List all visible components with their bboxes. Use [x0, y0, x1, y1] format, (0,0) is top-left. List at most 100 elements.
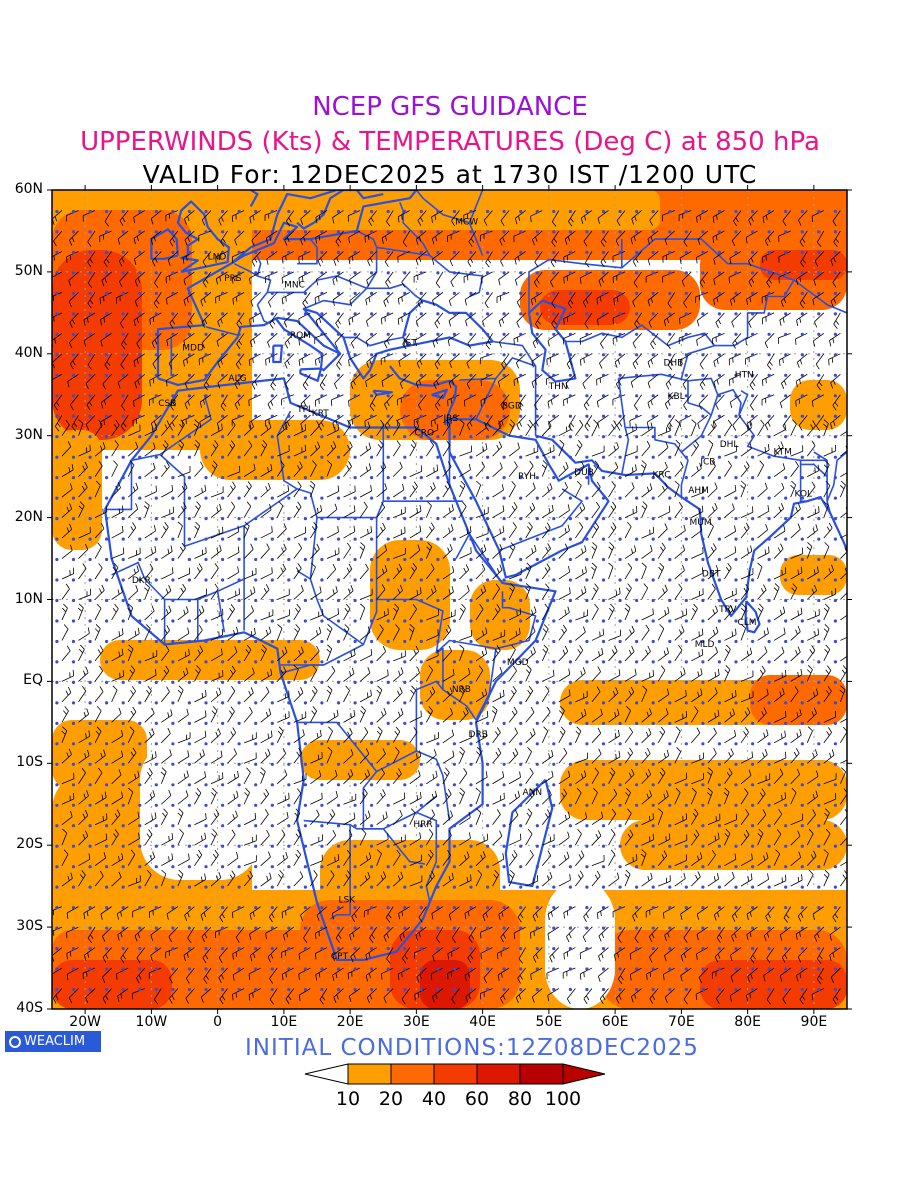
wind-barb-flag: [122, 505, 124, 512]
wind-barb-flag: [509, 423, 514, 428]
wind-barb-flag: [184, 403, 188, 410]
wind-barb: [184, 210, 195, 220]
wind-barb: [431, 414, 444, 422]
wind-barb: [541, 425, 552, 436]
wind-barb: [629, 414, 642, 421]
wind-barb: [348, 230, 361, 238]
wind-barb-flag: [149, 318, 151, 325]
wind-barb-flag: [733, 297, 736, 303]
wind-barb-flag: [415, 645, 420, 652]
wind-barb-flag: [811, 440, 816, 447]
wind-barb-flag: [465, 320, 468, 327]
wind-barb: [823, 527, 833, 539]
wind-barb-flag: [698, 651, 700, 657]
wind-barb: [814, 251, 825, 262]
wind-barb: [807, 634, 819, 641]
wind-barb: [210, 429, 223, 437]
wind-barb: [647, 251, 659, 260]
wind-barb-flag: [647, 300, 651, 307]
wind-barb-flag: [649, 972, 651, 978]
wind-barb-flag: [459, 419, 465, 424]
wind-barb-flag: [526, 562, 532, 568]
wind-barb-flag: [69, 342, 73, 349]
wind-barb: [381, 230, 394, 239]
country-border: [738, 390, 749, 416]
wind-barb-flag: [267, 467, 269, 473]
wind-barb-flag: [659, 624, 665, 629]
wind-barb: [111, 487, 121, 498]
temperature-marker: [71, 230, 76, 234]
wind-barb: [260, 427, 272, 437]
wind-barb: [366, 271, 377, 281]
wind-barb: [674, 423, 681, 436]
wind-barb-flag: [542, 648, 547, 653]
wind-barb-flag: [487, 422, 491, 428]
wind-barb-flag: [83, 319, 86, 326]
wind-barb-flag: [487, 340, 492, 346]
wind-barb-flag: [84, 461, 88, 468]
wind-barb: [217, 414, 228, 424]
wind-barb-flag: [547, 543, 551, 549]
wind-barb: [757, 465, 765, 477]
wind-barb: [177, 573, 190, 580]
wind-barb: [816, 374, 825, 386]
wind-barb: [648, 312, 659, 323]
wind-barb-flag: [68, 467, 71, 473]
wind-barb-flag: [817, 566, 819, 573]
wind-barb-flag: [848, 754, 849, 759]
wind-barb-flag: [480, 953, 482, 960]
wind-barb: [210, 614, 224, 621]
wind-barb-flag: [513, 379, 515, 386]
wind-barb: [612, 332, 626, 339]
wind-barb-flag: [151, 342, 155, 349]
wind-barb: [120, 353, 129, 365]
wind-barb-flag: [320, 422, 324, 427]
wind-barb: [392, 608, 400, 621]
wind-barb-flag: [780, 441, 784, 448]
wind-barb-flag: [480, 547, 484, 553]
wind-barb-flag: [385, 282, 390, 288]
wind-barb-flag: [647, 259, 651, 266]
wind-barb-flag: [269, 323, 274, 329]
wind-barb: [194, 650, 204, 662]
wind-barb-flag: [431, 216, 433, 223]
wind-barb-flag: [155, 299, 160, 305]
wind-barb-flag: [222, 238, 226, 243]
wind-barb-flag: [668, 505, 671, 512]
wind-barb-flag: [632, 363, 637, 369]
wind-barb: [160, 526, 169, 539]
temperature-marker: [71, 209, 76, 214]
wind-barb: [260, 572, 273, 580]
wind-barb-flag: [430, 421, 433, 428]
wind-barb: [464, 394, 477, 401]
wind-barb-flag: [806, 546, 811, 551]
wind-barb: [832, 210, 841, 222]
wind-barb: [269, 312, 278, 324]
wind-barb-flag: [482, 630, 484, 636]
wind-barb-flag: [261, 444, 266, 449]
wind-barb-flag: [849, 442, 851, 448]
wind-barb-flag: [762, 257, 764, 264]
wind-barb: [747, 414, 758, 424]
wind-barb-flag: [852, 752, 853, 758]
wind-barb-flag: [716, 379, 719, 385]
wind-barb: [806, 590, 817, 600]
wind-barb: [409, 651, 419, 662]
wind-barb-flag: [350, 585, 354, 591]
wind-barb: [133, 312, 145, 321]
wind-barb-flag: [544, 603, 549, 609]
wind-barb-flag: [234, 403, 238, 410]
wind-barb: [575, 571, 587, 580]
wind-barb: [144, 505, 150, 518]
wind-barb-flag: [205, 381, 210, 387]
wind-barb: [349, 292, 361, 301]
wind-barb-flag: [814, 321, 818, 328]
wind-barb-flag: [480, 277, 483, 284]
wind-barb-flag: [319, 317, 322, 324]
wind-barb-flag: [346, 464, 350, 470]
wind-barb-flag: [217, 362, 221, 369]
wind-barb: [359, 468, 371, 477]
wind-barb-flag: [498, 381, 501, 388]
wind-barb: [448, 373, 460, 383]
wind-barb-flag: [452, 566, 455, 572]
